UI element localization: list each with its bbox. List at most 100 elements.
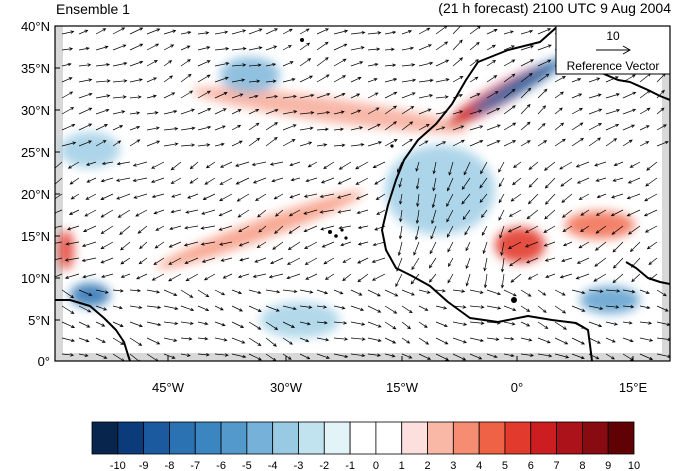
- wind-vector: [133, 193, 148, 199]
- wind-vector: [112, 79, 128, 83]
- wind-vector: [357, 241, 369, 246]
- colorbar-swatch: [169, 421, 196, 455]
- wind-vector: [248, 46, 263, 51]
- wind-vector: [486, 124, 501, 131]
- wind-vector: [355, 193, 369, 200]
- wind-vector: [554, 305, 567, 314]
- wind-vector: [61, 77, 73, 83]
- colorbar-label: -3: [294, 460, 304, 471]
- colorbar-label: 7: [554, 460, 560, 471]
- wind-vector: [248, 122, 260, 131]
- wind-vector: [588, 123, 603, 131]
- wind-vector: [376, 209, 386, 215]
- wind-vector: [537, 59, 552, 67]
- wind-vector: [112, 27, 126, 35]
- colorbar-label: 3: [450, 460, 456, 471]
- wind-vector: [168, 273, 182, 282]
- wind-vector: [115, 177, 131, 182]
- wind-vector: [503, 73, 516, 83]
- wind-vector: [520, 87, 532, 99]
- wind-vector: [248, 337, 262, 346]
- wind-vector: [100, 225, 114, 235]
- wind-vector: [520, 45, 535, 51]
- wind-vector: [282, 139, 296, 147]
- wind-vector: [559, 273, 573, 279]
- wind-vector: [537, 337, 551, 344]
- wind-vector: [214, 30, 229, 35]
- wind-vector: [146, 94, 157, 99]
- wind-vector: [55, 161, 63, 169]
- wind-vector: [146, 337, 161, 345]
- wind-vector: [398, 177, 403, 188]
- wind-vector: [316, 41, 329, 51]
- wind-vector: [350, 109, 362, 115]
- wind-vector: [399, 209, 403, 223]
- wind-vector: [605, 93, 620, 99]
- wind-vector: [605, 321, 618, 326]
- wind-vector: [78, 92, 93, 99]
- wind-vector: [612, 241, 624, 253]
- wind-vector: [594, 241, 607, 251]
- wind-vector: [231, 93, 244, 99]
- wind-vector: [338, 161, 352, 170]
- wind-vector: [554, 289, 566, 296]
- colorbar-label: 2: [424, 460, 430, 471]
- wind-vector: [238, 225, 250, 233]
- wind-vector: [503, 122, 517, 131]
- wind-vector: [498, 161, 505, 173]
- wind-vector: [184, 225, 199, 230]
- wind-vector: [78, 337, 90, 343]
- wind-vector: [146, 289, 161, 294]
- wind-vector: [282, 124, 297, 131]
- wind-vector: [486, 305, 502, 310]
- wind-vector: [479, 177, 488, 189]
- colorbar-swatch: [401, 421, 428, 455]
- wind-vector: [656, 337, 670, 342]
- wind-vector: [503, 88, 516, 99]
- wind-vector: [559, 161, 573, 170]
- wind-vector: [299, 42, 311, 51]
- wind-vector: [520, 72, 533, 83]
- wind-vector: [299, 126, 314, 131]
- wind-vector: [605, 289, 621, 293]
- wind-vector: [613, 161, 624, 166]
- wind-vector: [112, 125, 124, 131]
- wind-vector: [367, 321, 382, 328]
- wind-vector: [61, 123, 76, 131]
- wind-vector: [452, 353, 467, 361]
- wind-vector: [554, 353, 570, 359]
- wind-vector: [384, 105, 397, 115]
- wind-vector: [435, 78, 450, 83]
- wind-vector: [500, 241, 505, 256]
- wind-vector: [576, 177, 590, 184]
- wind-vector: [622, 321, 633, 325]
- colorbar-swatch: [427, 421, 454, 455]
- wind-vector: [61, 353, 75, 357]
- wind-vector: [463, 161, 471, 176]
- wind-vector: [333, 110, 345, 115]
- wind-vector: [371, 273, 386, 281]
- wind-vector: [197, 321, 209, 326]
- wind-vector: [137, 225, 148, 234]
- wind-vector: [197, 90, 211, 99]
- wind-vector: [201, 209, 216, 215]
- wind-vector: [55, 241, 63, 244]
- wind-vector: [120, 241, 131, 251]
- wind-vector: [596, 193, 607, 199]
- wind-vector: [575, 273, 590, 280]
- wind-vector: [323, 257, 335, 265]
- wind-vector: [338, 225, 352, 230]
- wind-vector: [282, 353, 292, 360]
- wind-vector: [418, 321, 428, 328]
- wind-vector: [231, 289, 243, 295]
- wind-vector: [446, 209, 454, 223]
- wind-vector: [112, 95, 127, 99]
- wind-vector: [513, 161, 522, 168]
- wind-vector: [486, 353, 498, 359]
- wind-vector: [503, 305, 517, 311]
- wind-vector: [189, 177, 199, 184]
- wind-vector: [631, 257, 641, 268]
- wind-vector: [219, 161, 233, 168]
- wind-vector: [452, 337, 467, 344]
- wind-vector: [578, 193, 590, 200]
